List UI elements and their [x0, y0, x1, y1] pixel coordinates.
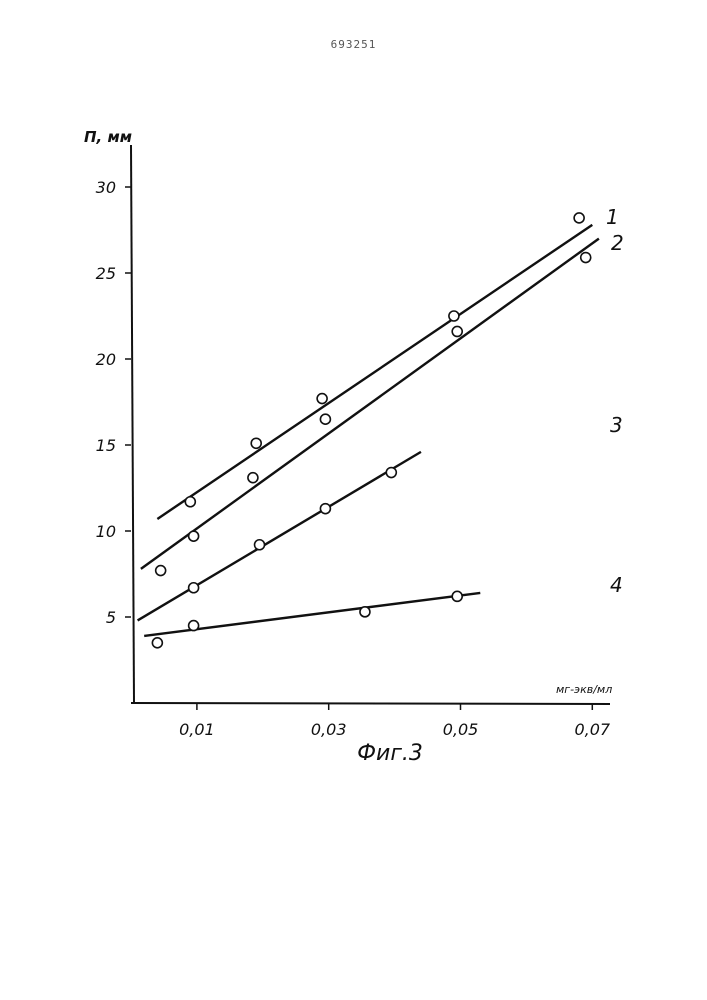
y-axis-line — [131, 145, 134, 703]
series-2-point — [581, 253, 591, 263]
series-1-point — [185, 497, 195, 507]
series-3-point — [255, 540, 265, 550]
series-1-point — [317, 394, 327, 404]
series-4-point — [452, 591, 462, 601]
series-1-point — [574, 213, 584, 223]
y-tick-label: 10 — [96, 522, 116, 541]
series-2-point — [189, 531, 199, 541]
data-points — [152, 213, 590, 648]
y-tick-label: 25 — [96, 264, 116, 283]
series-3-point — [320, 504, 330, 514]
figure-caption: Фиг.3 — [357, 741, 423, 766]
series-2-point — [452, 326, 462, 336]
series-4-label: 4 — [610, 573, 623, 597]
x-tick-label: 0,01 — [179, 720, 215, 739]
chart-axes: П, мм мг-экв/мл — [84, 128, 612, 704]
series-4-point — [152, 638, 162, 648]
series-3-point — [156, 566, 166, 576]
x-tick-label: 0,05 — [443, 720, 479, 739]
series-3-point — [189, 583, 199, 593]
x-axis-unit-label: мг-экв/мл — [556, 683, 612, 696]
series-1-label: 1 — [606, 205, 619, 229]
y-axis-title: П, мм — [84, 128, 132, 146]
fit-lines — [138, 225, 599, 636]
x-tick-label: 0,03 — [311, 720, 347, 739]
series-1-point — [449, 311, 459, 321]
series-3-fit-line — [138, 452, 421, 621]
series-1-point — [251, 438, 261, 448]
series-1-fit-line — [157, 225, 592, 519]
series-number-labels: 12 3 4 — [606, 205, 624, 597]
x-tick-label: 0,07 — [574, 720, 610, 739]
series-2-fit-line — [141, 239, 599, 569]
x-ticks: 0,01 0,03 0,05 0,07 — [179, 703, 611, 739]
y-ticks: 5 10 15 20 25 30 — [96, 178, 131, 627]
y-tick-label: 15 — [96, 436, 116, 455]
y-tick-label: 5 — [106, 608, 116, 627]
y-tick-label: 20 — [96, 350, 116, 369]
series-3-point — [386, 468, 396, 478]
series-2-point — [320, 414, 330, 424]
series-2-label: 2 — [611, 231, 624, 255]
x-axis-line — [131, 703, 610, 704]
series-3-label: 3 — [610, 413, 623, 437]
y-tick-label: 30 — [96, 178, 116, 197]
series-4-point — [360, 607, 370, 617]
series-2-point — [248, 473, 258, 483]
series-4-point — [189, 621, 199, 631]
